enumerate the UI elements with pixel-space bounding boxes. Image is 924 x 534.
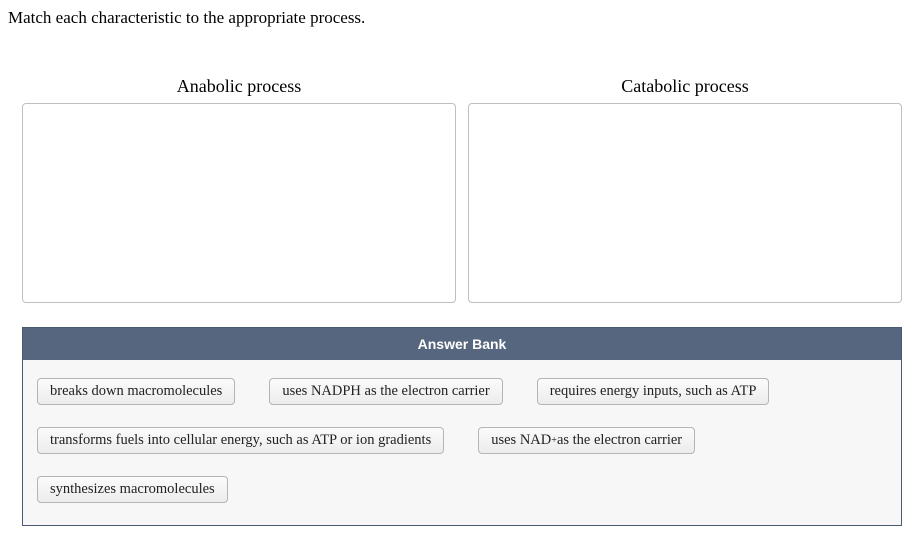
question-prompt: Match each characteristic to the appropr… [8, 8, 916, 28]
answer-chip[interactable]: uses NAD+ as the electron carrier [478, 427, 695, 454]
answer-chip[interactable]: breaks down macromolecules [37, 378, 235, 405]
answer-chip[interactable]: requires energy inputs, such as ATP [537, 378, 770, 405]
drop-zones-row: Anabolic process Catabolic process [8, 76, 916, 303]
drop-zone-anabolic[interactable] [22, 103, 456, 303]
answer-chip[interactable]: synthesizes macromolecules [37, 476, 228, 503]
drop-col-catabolic: Catabolic process [468, 76, 902, 303]
answer-bank: Answer Bank breaks down macromolecules u… [22, 327, 902, 526]
drop-title-catabolic: Catabolic process [621, 76, 748, 97]
drop-col-anabolic: Anabolic process [22, 76, 456, 303]
answer-bank-header: Answer Bank [23, 328, 901, 360]
drop-zone-catabolic[interactable] [468, 103, 902, 303]
answer-chip[interactable]: transforms fuels into cellular energy, s… [37, 427, 444, 454]
answer-bank-body: breaks down macromolecules uses NADPH as… [23, 360, 901, 525]
drop-title-anabolic: Anabolic process [177, 76, 301, 97]
answer-chip[interactable]: uses NADPH as the electron carrier [269, 378, 502, 405]
